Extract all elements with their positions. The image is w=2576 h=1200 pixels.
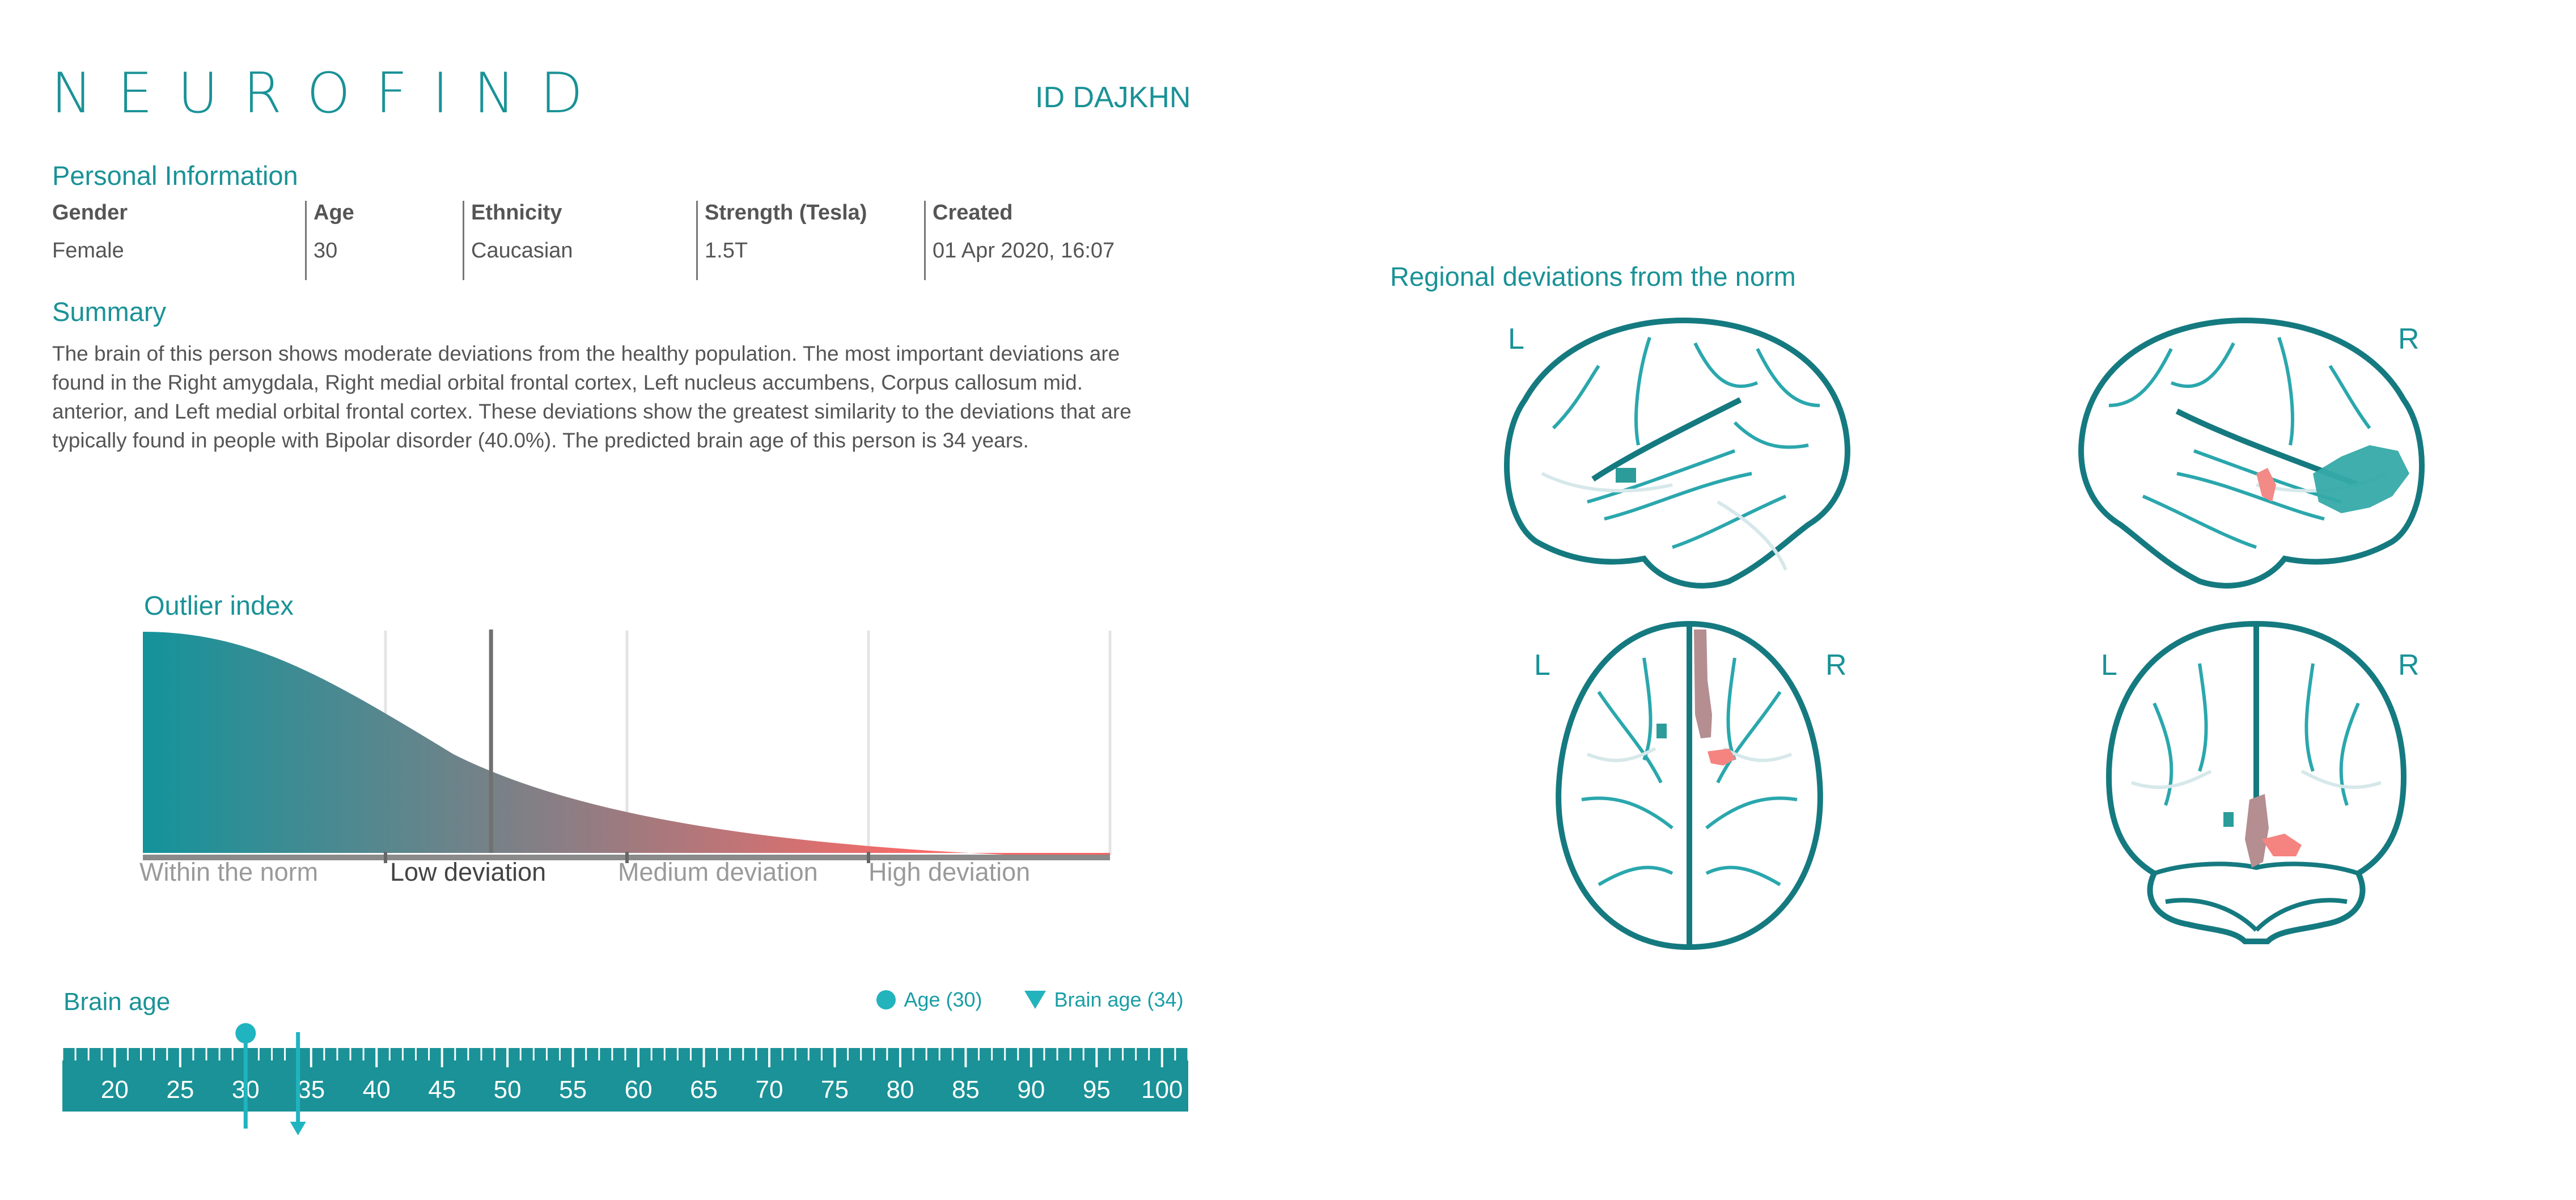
hemisphere-label-right: R: [2398, 649, 2420, 682]
hemisphere-label-left: L: [1534, 649, 1550, 682]
sulci-lines: [1552, 337, 1820, 549]
patient-id: ID DAJKHN: [1035, 81, 1191, 114]
hemisphere-label-left: L: [2101, 649, 2117, 682]
created-header: Created: [933, 201, 1013, 225]
created-value: 01 Apr 2020, 16:07: [933, 239, 1115, 263]
personal-info-title: Personal Information: [52, 160, 298, 191]
sylvian-fissure: [1591, 397, 1742, 482]
deviation-region-coral: [2262, 834, 2302, 856]
ruler-tick-label: 80: [886, 1076, 914, 1104]
label-within-norm: Within the norm: [139, 857, 319, 886]
brain-outline: [1504, 317, 1850, 589]
brain-age-legend: Age (30) Brain age (34): [876, 988, 1184, 1012]
brain-outline: [2078, 317, 2425, 589]
faint-sulci: [2131, 770, 2382, 789]
deviation-labels: Within the norm Low deviation Medium dev…: [139, 857, 1126, 891]
outlier-distribution-chart: [143, 629, 1112, 863]
deviation-region-teal: [2313, 445, 2409, 513]
ruler-tick-label: 35: [297, 1076, 325, 1104]
ruler-ticks: 20253035404550556065707580859095100: [62, 1048, 1188, 1104]
ruler-tick-label: 75: [821, 1076, 849, 1104]
brain-age-marker-triangle: [290, 1122, 306, 1135]
brain-view-coronal: L R: [2101, 620, 2420, 944]
summary-title: Summary: [52, 297, 167, 327]
age-header: Age: [313, 201, 354, 225]
age-marker-dot: [235, 1023, 256, 1043]
deviation-region-coral: [2256, 468, 2276, 502]
hemisphere-label-right: R: [2398, 323, 2420, 356]
deviation-region-teal: [2223, 812, 2234, 827]
deviation-region-pink: [1694, 629, 1712, 738]
legend-brain-age-label: Brain age (34): [1054, 988, 1184, 1011]
ruler-tick-label: 25: [166, 1076, 194, 1104]
age-markers: [235, 1023, 306, 1135]
ruler-tick-label: 45: [428, 1076, 456, 1104]
strength-value: 1.5T: [705, 239, 748, 263]
strength-header: Strength (Tesla): [705, 201, 867, 225]
ruler-tick-label: 40: [363, 1076, 391, 1104]
age-dot-icon: [876, 990, 896, 1009]
deviation-region-teal: [1616, 468, 1636, 483]
ruler-tick-label: 50: [494, 1076, 522, 1104]
faint-sulci: [1541, 472, 1787, 571]
label-medium-deviation: Medium deviation: [618, 857, 818, 886]
legend-age-label: Age (30): [904, 988, 982, 1011]
ruler-tick-label: 85: [952, 1076, 980, 1104]
brain-view-axial: L R: [1534, 620, 1847, 950]
brain-age-triangle-icon: [1024, 991, 1046, 1009]
ruler-tick-label: 100: [1141, 1076, 1183, 1104]
deviation-region-pink: [2245, 794, 2269, 868]
info-col-strength: Strength (Tesla) 1.5T: [696, 201, 867, 280]
brain-view-right-sagittal: R: [2078, 317, 2425, 589]
label-high-deviation: High deviation: [868, 857, 1031, 886]
neurofind-logo: NEUROFIND: [51, 61, 608, 126]
sulci-lines: [1581, 657, 1798, 886]
hemisphere-label-left: L: [1508, 323, 1524, 356]
outlier-index-title: Outlier index: [144, 590, 294, 620]
ruler-tick-label: 95: [1083, 1076, 1111, 1104]
ruler-tick-label: 70: [756, 1076, 783, 1104]
ruler-tick-label: 55: [559, 1076, 587, 1104]
hemisphere-label-right: R: [1825, 649, 1847, 682]
ethnicity-header: Ethnicity: [471, 201, 562, 225]
brain-view-left-sagittal: L: [1504, 317, 1850, 589]
brain-map-title: Regional deviations from the norm: [1390, 261, 1796, 291]
gender-header: Gender: [52, 201, 128, 225]
info-col-gender: Gender Female: [52, 201, 128, 280]
info-col-age: Age 30: [305, 201, 354, 280]
info-col-created: Created 01 Apr 2020, 16:07: [924, 201, 1115, 280]
ethnicity-value: Caucasian: [471, 239, 573, 263]
ruler-tick-label: 90: [1017, 1076, 1045, 1104]
sulci-lines: [2153, 663, 2360, 806]
distribution-area: [143, 632, 1110, 859]
ruler-tick-label: 60: [625, 1076, 653, 1104]
brain-age-title: Brain age: [63, 988, 171, 1016]
gender-value: Female: [52, 239, 124, 263]
label-low-deviation: Low deviation: [390, 857, 546, 886]
deviation-region-teal: [1656, 724, 1667, 738]
age-value: 30: [313, 239, 338, 263]
ruler-tick-label: 65: [690, 1076, 718, 1104]
deviation-region-coral: [1708, 749, 1736, 766]
brain-age-ruler: 20253035404550556065707580859095100: [62, 1048, 1188, 1112]
info-col-ethnicity: Ethnicity Caucasian: [463, 201, 573, 280]
summary-text: The brain of this person shows moderate …: [52, 342, 1132, 452]
sulci-lines: [2108, 337, 2371, 549]
cerebellum-lines: [2153, 861, 2359, 932]
ruler-tick-label: 20: [101, 1076, 129, 1104]
